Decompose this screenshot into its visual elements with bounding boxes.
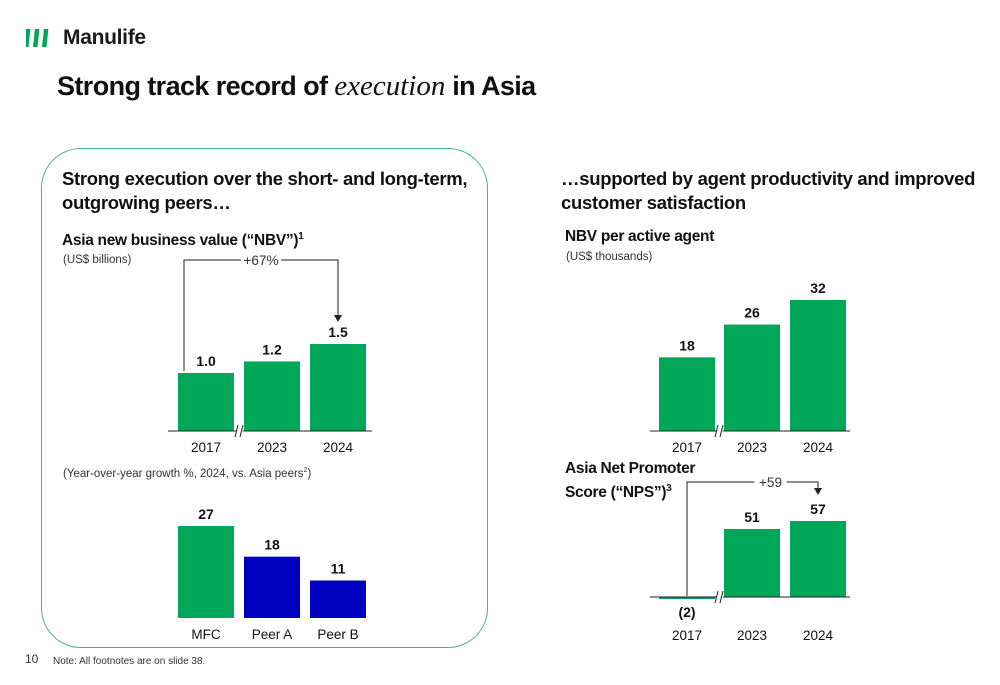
yoy-data-label: 27 (198, 506, 214, 522)
title-part1: Strong track record of (57, 71, 335, 101)
right-heading-line1: …supported by agent productivity and imp… (561, 168, 976, 189)
nps-tick-label: 2024 (803, 628, 834, 643)
nbv-axis-break-mark (239, 424, 244, 438)
nps-growth-label: +59 (759, 475, 782, 490)
nps-growth-label-bg (754, 474, 787, 490)
nbv-bar (310, 344, 366, 431)
agent-chart-title: NBV per active agent (565, 228, 715, 245)
nbv-growth-label-bg (241, 252, 281, 268)
nps-title-line2-wrap: Score (“NPS”)3 (565, 479, 695, 503)
yoy-tick-label: MFC (191, 627, 220, 642)
yoy-data-label: 11 (331, 561, 346, 577)
nbv-chart-units: (US$ billions) (63, 254, 132, 266)
nps-axis-break-mark (714, 590, 719, 604)
nps-axis-break-gap (716, 595, 723, 599)
nps-data-label: (2) (678, 604, 695, 620)
right-panel-heading: …supported by agent productivity and imp… (561, 167, 981, 215)
nps-data-label: 51 (744, 509, 760, 525)
agent-axis-break-gap (716, 429, 723, 433)
left-heading-line2: outgrowing peers… (62, 192, 231, 213)
yoy-tick-label: Peer A (252, 627, 293, 642)
nbv-bar (178, 373, 234, 431)
agent-tick-label: 2024 (803, 440, 834, 455)
agent-bar (659, 357, 715, 431)
nbv-data-label: 1.0 (196, 353, 216, 369)
yoy-chart-title: (Year-over-year growth %, 2024, vs. Asia… (63, 467, 311, 480)
right-heading-line2: customer satisfaction (561, 192, 746, 213)
page-number: 10 (25, 652, 39, 666)
nbv-bar (244, 361, 300, 431)
agent-data-label: 32 (810, 280, 826, 296)
nps-data-label: 57 (810, 501, 826, 517)
agent-data-label: 18 (679, 337, 695, 353)
yoy-bar (310, 580, 366, 618)
nps-chart-title: Asia Net Promoter Score (“NPS”)3 (565, 459, 695, 503)
yoy-title-end: ) (307, 467, 312, 480)
yoy-data-label: 18 (264, 537, 280, 553)
page-title: Strong track record of execution in Asia (57, 70, 536, 103)
nps-growth-connector (686, 481, 819, 596)
agent-bar (724, 324, 780, 431)
nbv-tick-label: 2024 (323, 440, 354, 455)
nps-title-line2: Score (“NPS”) (565, 484, 667, 502)
title-part2: in Asia (445, 71, 536, 101)
nbv-chart-title: Asia new business value (“NBV”)1 (62, 227, 304, 251)
left-panel-frame (41, 148, 488, 648)
yoy-title-footnote: 2 (303, 467, 308, 474)
nbv-title-footnote: 1 (298, 231, 304, 242)
nbv-data-label: 1.5 (328, 324, 348, 340)
agent-bar (790, 300, 846, 431)
yoy-title-text: (Year-over-year growth %, 2024, vs. Asia… (63, 467, 304, 480)
nps-bar (724, 529, 780, 597)
yoy-tick-label: Peer B (317, 627, 358, 642)
agent-data-label: 26 (744, 305, 760, 321)
nps-growth-arrowhead (814, 488, 822, 495)
nps-title-line1: Asia Net Promoter (565, 460, 696, 477)
footer-note: Note: All footnotes are on slide 38. (53, 656, 206, 667)
agent-axis-break-mark (719, 424, 724, 438)
nbv-growth-label: +67% (244, 253, 279, 268)
agent-axis-break-mark (714, 424, 719, 438)
nbv-tick-label: 2017 (191, 440, 221, 455)
nps-bar (659, 597, 715, 599)
nbv-tick-label: 2023 (257, 440, 287, 455)
nps-tick-label: 2017 (672, 628, 702, 643)
yoy-bar (244, 556, 300, 618)
manulife-bars-icon (26, 29, 49, 47)
agent-chart-units: (US$ thousands) (566, 251, 653, 263)
left-panel-heading: Strong execution over the short- and lon… (62, 167, 482, 215)
brand-name: Manulife (63, 26, 146, 49)
agent-tick-label: 2023 (737, 440, 767, 455)
nbv-axis-break-mark (234, 424, 239, 438)
nps-tick-label: 2023 (737, 628, 767, 643)
nbv-title-text: Asia new business value (“NBV”) (62, 232, 299, 250)
nbv-data-label: 1.2 (262, 341, 282, 357)
nps-title-footnote: 3 (666, 483, 672, 494)
left-heading-line1: Strong execution over the short- and lon… (62, 168, 468, 189)
title-emphasis: execution (334, 70, 446, 102)
agent-tick-label: 2017 (672, 440, 702, 455)
nbv-axis-break-gap (236, 429, 243, 433)
nps-axis-break-mark (719, 590, 724, 604)
nps-bar (790, 521, 846, 597)
yoy-bar (178, 526, 234, 618)
nbv-growth-arrowhead (334, 315, 342, 322)
